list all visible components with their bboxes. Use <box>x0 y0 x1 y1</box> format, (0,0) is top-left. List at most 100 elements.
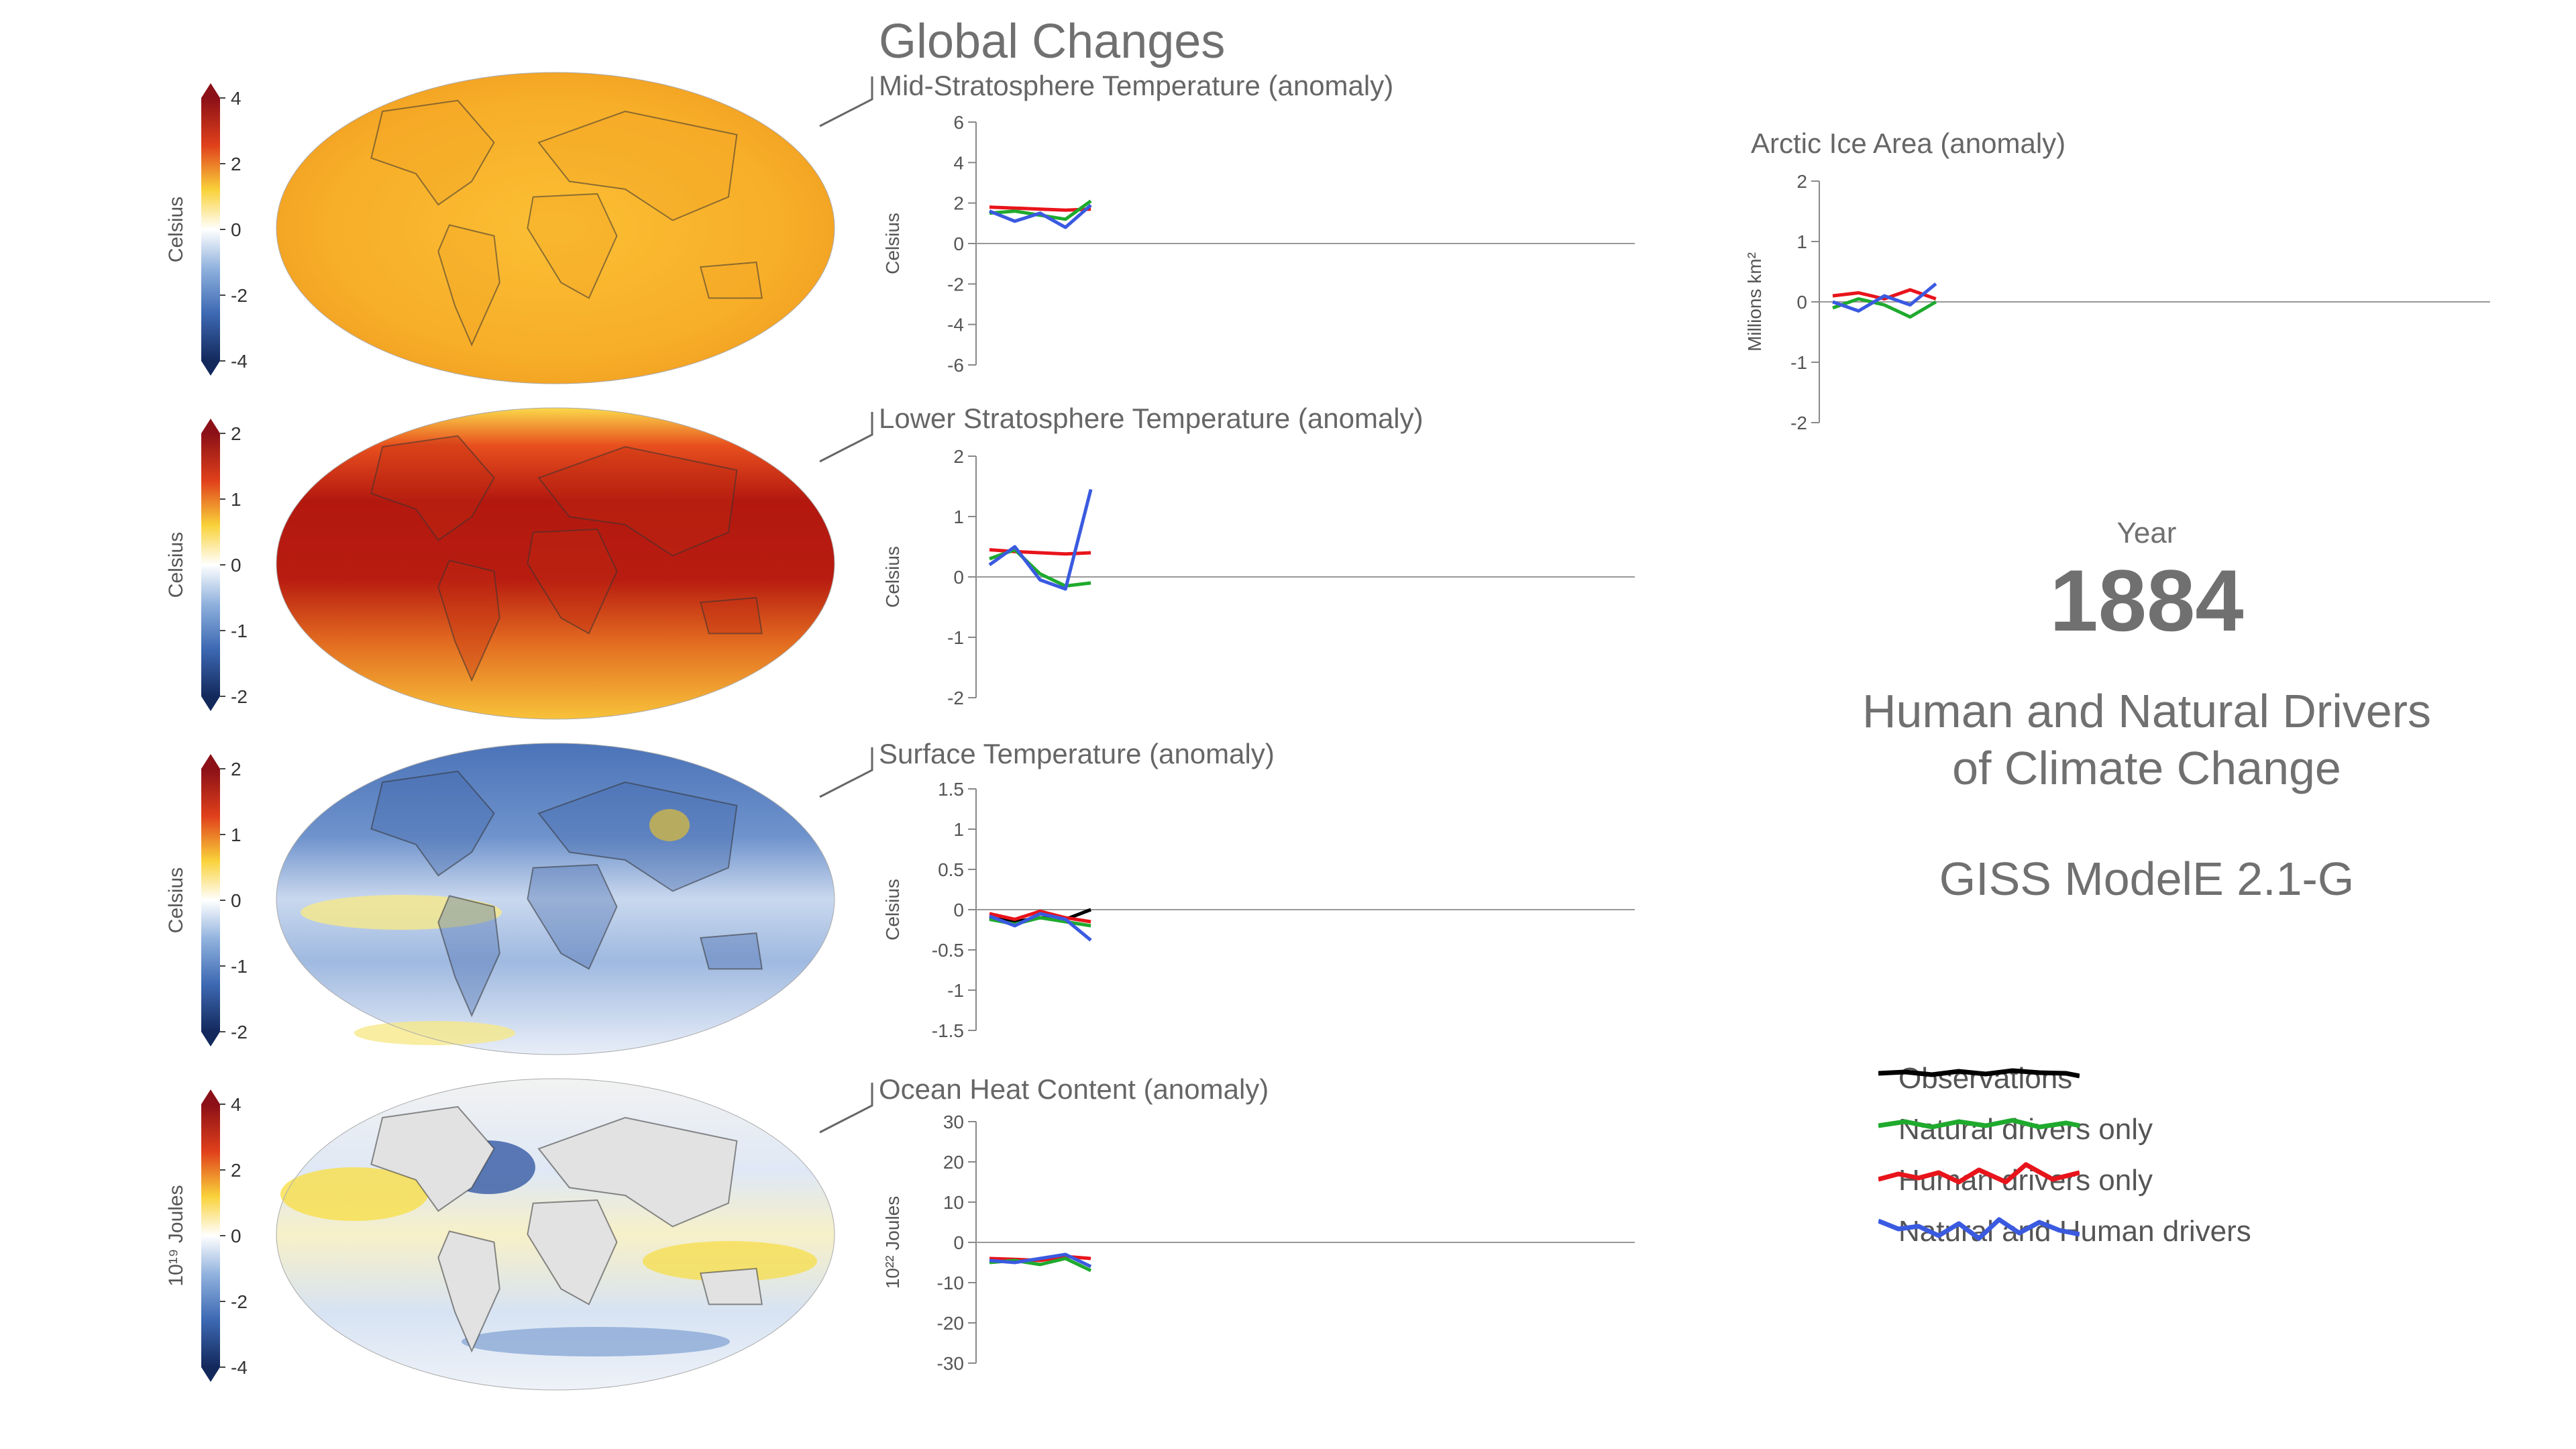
y-axis-label: Celsius <box>882 879 903 941</box>
continent-outline <box>370 435 495 541</box>
y-axis-label: Celsius <box>882 213 903 274</box>
colorbar-tick-label: 0 <box>231 1226 241 1246</box>
series-line-natural-drivers-only <box>989 199 1092 221</box>
colorbar <box>201 433 220 696</box>
legend-line <box>1878 1068 2080 1079</box>
y-tick-label: -1 <box>947 980 964 1001</box>
map-connector <box>819 76 873 127</box>
map-anomaly-patch <box>649 809 690 841</box>
continent-outline <box>700 596 763 635</box>
map-connector <box>819 747 873 798</box>
continent-outline <box>537 1116 738 1228</box>
continent-outline <box>437 559 500 682</box>
map-connector <box>819 1083 873 1134</box>
y-tick-label: 2 <box>1796 171 1807 192</box>
continent-outline <box>537 445 738 557</box>
series-line-natural-and-human-drivers <box>989 912 1092 942</box>
colorbar <box>201 769 220 1032</box>
colorbar-bottom-cap <box>201 361 220 376</box>
y-tick-label: -1 <box>1790 352 1807 373</box>
map-lower-stratosphere <box>276 408 835 719</box>
y-tick-label: 0.5 <box>938 859 964 880</box>
y-tick-label: -10 <box>937 1273 964 1293</box>
continent-outline <box>700 261 763 299</box>
subtitle-line-2: of Climate Change <box>1952 742 2341 794</box>
colorbar-tick-label: 0 <box>231 555 241 576</box>
y-tick-label: -6 <box>947 355 964 376</box>
continent-outline <box>527 193 618 299</box>
chart-title: Ocean Heat Content (anomaly) <box>879 1073 1269 1105</box>
y-tick-label: 10 <box>943 1192 964 1213</box>
chart-0: Mid-Stratosphere Temperature (anomaly) 6 4… <box>879 70 1635 376</box>
colorbar <box>201 1104 220 1367</box>
map-panel-mid-stratosphere: 4 2 0 -2 -4 Celsius <box>165 72 873 384</box>
y-tick-label: 1 <box>953 819 964 840</box>
map-panel-ocean-heat: 4 2 0 -2 -4 10¹⁹ Joules <box>165 1078 873 1391</box>
colorbar-bottom-cap <box>201 1032 220 1046</box>
map-panel-lower-stratosphere: 2 1 0 -1 -2 Celsius <box>165 407 873 720</box>
model-name: GISS ModelE 2.1-G <box>1939 853 2355 905</box>
legend-swatch <box>1878 1162 2080 1185</box>
chart-title: Mid-Stratosphere Temperature (anomaly) <box>879 70 1393 101</box>
colorbar-tick-label: 2 <box>231 759 241 780</box>
series-line-human-drivers-only <box>989 909 1091 924</box>
continent-outline <box>537 110 738 221</box>
continent-outline <box>370 1106 495 1212</box>
continent-outline <box>527 863 618 970</box>
y-tick-label: 1 <box>1796 231 1807 252</box>
chart-title: Surface Temperature (anomaly) <box>879 738 1275 769</box>
legend-swatch <box>1878 1118 2080 1130</box>
continent-outline <box>437 1230 500 1353</box>
y-tick-label: 2 <box>953 446 964 467</box>
y-tick-label: 1.5 <box>938 779 964 800</box>
main-title: Global Changes <box>879 15 1225 68</box>
colorbar <box>201 98 220 361</box>
y-tick-label: 4 <box>953 152 964 173</box>
legend-line <box>1878 1118 2080 1130</box>
colorbar-tick-label: -2 <box>231 1291 248 1312</box>
colorbar-unit-label: Celsius <box>165 867 187 933</box>
colorbar-tick-label: -2 <box>231 285 248 306</box>
colorbar-tick-label: 4 <box>231 1094 241 1115</box>
continent-outline <box>370 99 495 206</box>
map-mid-stratosphere <box>276 72 835 384</box>
map-surface <box>276 743 835 1055</box>
colorbar-tick-label: -2 <box>231 1022 248 1042</box>
legend: Observations Natural drivers only Human dr… <box>1878 1053 2251 1257</box>
chart-1: Lower Stratosphere Temperature (anomaly)… <box>879 402 1635 708</box>
colorbar-unit-label: 10¹⁹ Joules <box>165 1185 187 1286</box>
legend-item: Human drivers only <box>1878 1155 2251 1206</box>
y-tick-label: -2 <box>947 274 964 294</box>
colorbar-bottom-cap <box>201 696 220 711</box>
series-line-natural-and-human-drivers <box>1832 282 1937 313</box>
colorbar-tick-label: 0 <box>231 219 241 240</box>
continent-outline <box>700 932 763 970</box>
legend-swatch <box>1878 1068 2080 1079</box>
map-border <box>276 1078 835 1391</box>
year-label: Year <box>2116 517 2177 549</box>
legend-label: Observations <box>1898 1062 2073 1095</box>
colorbar-tick-label: -2 <box>231 686 248 707</box>
continent-outline <box>527 528 618 635</box>
colorbar-tick-label: 2 <box>231 423 241 444</box>
continent-outline <box>437 224 500 347</box>
colorbar-top-cap <box>201 83 220 98</box>
y-tick-label: -2 <box>947 688 964 708</box>
maps-layer: 4 2 0 -2 -4 Celsius 2 1 0 -1 -2 Celsius 2 1 0 -1 -2 Celsi… <box>165 72 873 1391</box>
y-tick-label: 0 <box>1796 292 1807 313</box>
y-tick-label: 20 <box>943 1152 964 1173</box>
colorbar-tick-label: 1 <box>231 824 241 845</box>
chart-title: Arctic Ice Area (anomaly) <box>1751 127 2065 159</box>
legend-swatch <box>1878 1217 2080 1241</box>
map-anomaly-patch <box>462 1327 730 1356</box>
map-anomaly-patch <box>280 1167 428 1221</box>
y-tick-label: 2 <box>953 193 964 214</box>
colorbar-tick-label: 0 <box>231 890 241 911</box>
continent-outline <box>370 770 495 877</box>
colorbar-top-cap <box>201 419 220 433</box>
y-tick-label: -20 <box>937 1313 964 1334</box>
colorbar-tick-label: -1 <box>231 621 248 641</box>
legend-item: Natural and Human drivers <box>1878 1206 2251 1257</box>
map-panel-surface: 2 1 0 -1 -2 Celsius <box>165 743 873 1055</box>
